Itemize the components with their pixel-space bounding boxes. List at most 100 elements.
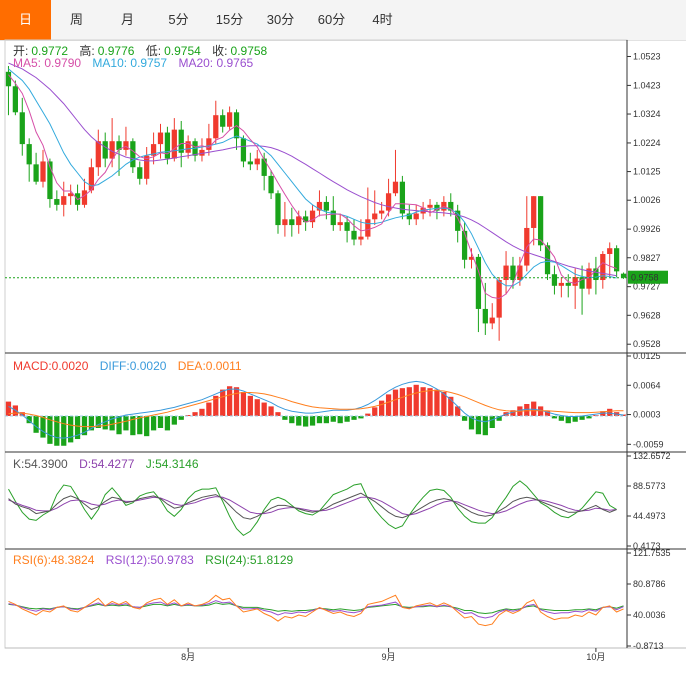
candle-body: [600, 253, 606, 281]
macd-bar: [206, 402, 212, 416]
y-tick-label: -0.8713: [633, 641, 664, 651]
macd-legend: MACD:0.0020 DIFF:0.0020 DEA:0.0011: [13, 359, 245, 373]
macd-bar: [54, 416, 60, 446]
candle-body: [482, 308, 488, 324]
candle-body: [61, 196, 67, 205]
close-label: 收:: [212, 44, 228, 58]
y-tick-label: 0.0125: [633, 351, 661, 361]
tab-day[interactable]: 日: [0, 0, 51, 40]
candle-body: [330, 210, 336, 226]
macd-bar: [220, 389, 226, 416]
high-label: 高:: [79, 44, 95, 58]
tab-5min[interactable]: 5分: [168, 12, 189, 27]
candle-body: [226, 112, 233, 127]
macd-bar: [392, 389, 399, 416]
candle-body: [137, 167, 143, 179]
candle-body: [372, 213, 378, 220]
candle-body: [365, 219, 371, 237]
y-tick-label: 0.9628: [633, 310, 661, 320]
candle-body: [461, 230, 468, 260]
dea-value: DEA:0.0011: [177, 359, 242, 373]
candle-body: [289, 219, 295, 226]
candle-body: [614, 248, 620, 272]
candle-body: [164, 132, 171, 159]
macd-bar: [544, 411, 551, 416]
macd-bar: [427, 388, 433, 416]
candle-body: [254, 158, 260, 165]
macd-bar: [461, 416, 468, 421]
k-value: K:54.3900: [13, 457, 68, 471]
macd-bar: [33, 416, 39, 433]
y-tick-label: 0.0064: [633, 380, 661, 390]
low-value: 0.9754: [164, 44, 201, 58]
macd-bar: [171, 416, 177, 425]
last-price-tag: [628, 270, 668, 284]
macd-bar: [296, 416, 302, 426]
tab-month[interactable]: 月: [120, 12, 134, 27]
candle-body: [579, 277, 585, 289]
candle-body: [351, 230, 357, 240]
macd-bar: [406, 387, 412, 416]
x-tick-label: 10月: [586, 652, 605, 662]
candle-body: [309, 210, 316, 223]
macd-bar: [81, 416, 88, 436]
tab-60min[interactable]: 60分: [317, 12, 346, 27]
high-value: 0.9776: [97, 44, 135, 58]
macd-bar: [385, 394, 392, 416]
candle-body: [40, 161, 46, 182]
y-tick-label: 1.0026: [633, 195, 661, 205]
candle-body: [26, 144, 32, 165]
macd-bar: [150, 416, 157, 431]
diff-line: [8, 380, 624, 439]
candle-body: [185, 141, 191, 153]
y-tick-label: 0.9528: [633, 339, 661, 349]
ma20-value: MA20: 0.9765: [178, 56, 254, 70]
period-tabs: 日 周 月 5分 15分 30分 60分 4时: [0, 0, 686, 41]
macd-bar: [572, 416, 578, 422]
candle-body: [102, 141, 108, 159]
y-tick-label: 1.0224: [633, 138, 661, 148]
macd-bar: [551, 416, 558, 419]
macd-bar: [185, 415, 191, 417]
candle-body: [150, 144, 157, 156]
macd-bar: [330, 416, 336, 422]
candle-body: [565, 282, 571, 286]
macd-bar: [254, 399, 260, 416]
candle-body: [379, 210, 385, 214]
candle-body: [12, 86, 18, 113]
candle-body: [344, 222, 350, 231]
d-line: [8, 496, 617, 516]
y-tick-label: 0.4173: [633, 541, 661, 551]
macd-bar: [144, 416, 150, 437]
candle-body: [206, 138, 212, 150]
candle-body: [316, 201, 323, 211]
x-tick-label: 8月: [181, 652, 195, 662]
macd-bar: [413, 384, 419, 416]
tab-4hour[interactable]: 4时: [372, 12, 393, 27]
candle-body: [54, 199, 60, 205]
y-tick-label: 0.9827: [633, 253, 661, 263]
macd-bar: [579, 416, 585, 420]
macd-bar: [164, 416, 171, 431]
candle-body: [296, 216, 302, 226]
y-tick-label: 44.4973: [633, 511, 666, 521]
candle-body: [620, 273, 627, 278]
macd-bar: [379, 400, 385, 416]
candle-body: [434, 204, 440, 211]
tab-15min[interactable]: 15分: [215, 12, 244, 27]
macd-bar: [282, 416, 288, 420]
tab-week[interactable]: 周: [69, 12, 83, 27]
candle-body: [323, 201, 329, 211]
macd-bar: [510, 410, 516, 416]
macd-bar: [178, 416, 184, 420]
macd-bar: [261, 402, 267, 416]
candle-body: [199, 149, 205, 156]
tab-30min[interactable]: 30分: [266, 12, 295, 27]
macd-bar: [102, 416, 108, 430]
macd-bar: [233, 387, 240, 416]
macd-bar: [489, 416, 495, 428]
ma-legend: MA5: 0.9790 MA10: 0.9757 MA20: 0.9765: [13, 56, 256, 70]
dea-line: [8, 390, 624, 428]
candle-body: [88, 167, 95, 191]
